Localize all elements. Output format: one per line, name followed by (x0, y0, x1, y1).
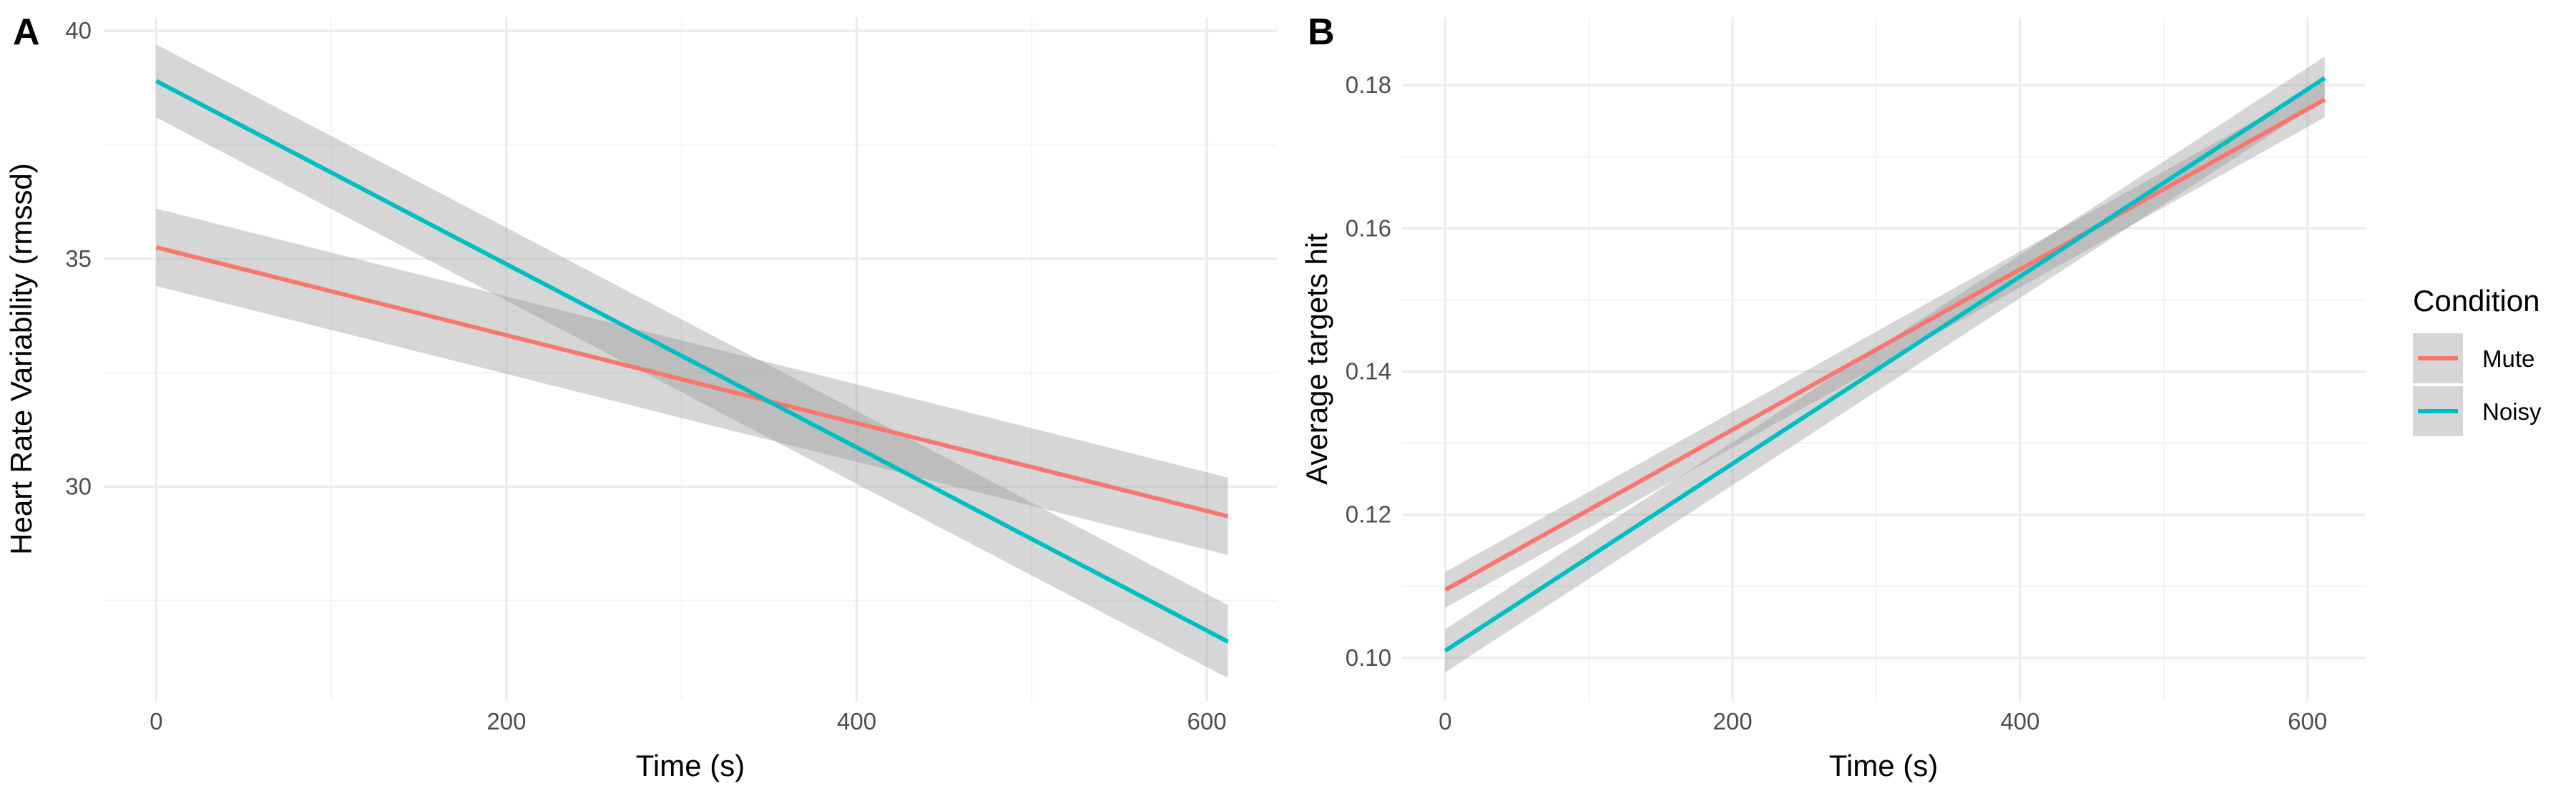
x-tick-label: 0 (150, 708, 162, 734)
y-tick-label: 0.10 (1346, 644, 1391, 671)
series-line-mute (155, 245, 1229, 519)
y-axis-title: Heart Rate Variability (rmssd) (4, 163, 38, 555)
x-tick-label: 0 (1439, 708, 1451, 734)
x-tick-label: 600 (1187, 708, 1227, 734)
legend: Condition Mute Noisy (2413, 284, 2542, 436)
y-tick-label: 35 (65, 245, 92, 272)
x-tick-label: 400 (837, 708, 876, 734)
y-tick-label: 0.12 (1346, 501, 1391, 528)
panel-tag: B (1308, 11, 1335, 53)
y-tick-label: 0.16 (1346, 215, 1391, 241)
x-tick-label: 600 (2288, 708, 2327, 734)
y-tick-label: 0.18 (1346, 72, 1391, 98)
y-axis-title: Average targets hit (1300, 233, 1333, 485)
x-tick-label: 400 (2000, 708, 2039, 734)
legend-label-mute: Mute (2482, 345, 2535, 372)
x-axis-title: Time (s) (636, 749, 745, 782)
legend-label-noisy: Noisy (2482, 398, 2542, 425)
x-tick-label: 200 (486, 708, 526, 734)
series-line-noisy (155, 79, 1229, 644)
x-tick-label: 200 (1713, 708, 1753, 734)
series-line-noisy (1444, 76, 2326, 653)
panel-tag: A (13, 11, 40, 53)
panel-a: 0 200 400 600 30 35 40 Time (s) Heart Rate Varia… (4, 11, 1277, 782)
y-tick-label: 40 (65, 17, 92, 44)
series-line-mute (1444, 97, 2326, 592)
y-tick-label: 0.14 (1346, 358, 1391, 385)
panel-b: 0 200 400 600 0.10 0.12 0.14 0.16 0.18 Time (s) Av… (1300, 11, 2365, 782)
legend-title: Condition (2413, 284, 2540, 318)
x-axis-title: Time (s) (1829, 749, 1938, 782)
y-tick-label: 30 (65, 473, 92, 499)
